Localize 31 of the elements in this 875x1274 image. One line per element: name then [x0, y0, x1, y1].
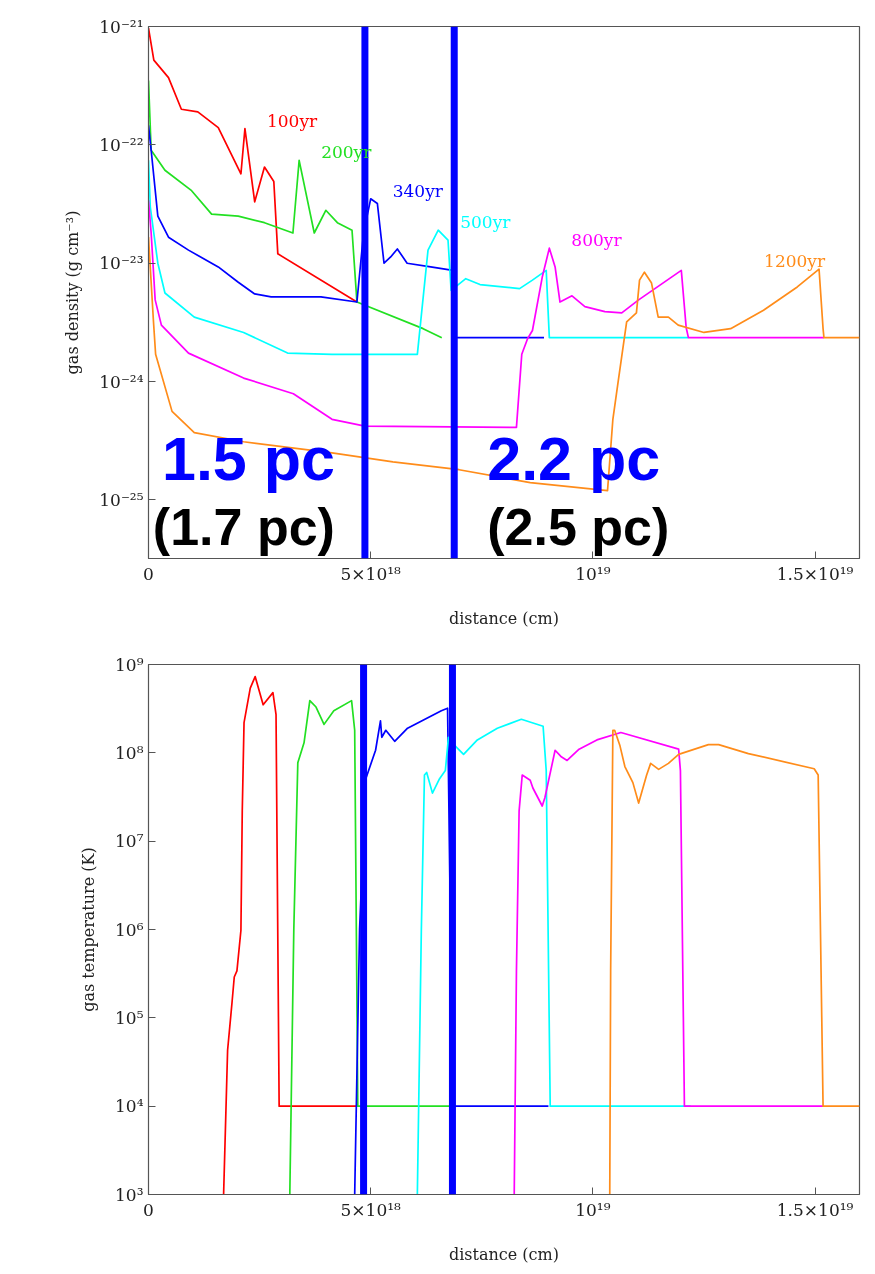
x-axis-title: distance (cm) — [449, 608, 559, 628]
y-axis-title: gas density (g cm⁻³) — [63, 210, 83, 375]
series-label: 800yr — [571, 230, 623, 251]
y-tick-label: 10⁷ — [115, 831, 144, 852]
x-tick-label: 5×10¹⁸ — [340, 1199, 402, 1220]
y-axis-title: gas temperature (K) — [79, 847, 99, 1012]
y-tick-label: 10⁻²² — [99, 134, 144, 155]
x-tick-label: 0 — [143, 1199, 154, 1220]
x-tick-label: 0 — [143, 563, 154, 584]
y-tick-label: 10⁵ — [115, 1007, 144, 1028]
y-tick-label: 10³ — [115, 1184, 144, 1205]
series-label: 100yr — [266, 110, 318, 131]
y-tick-label: 10⁻²⁵ — [99, 489, 144, 510]
y-tick-label: 10⁴ — [115, 1096, 144, 1117]
y-tick-label: 10⁶ — [115, 919, 144, 940]
series-label: 500yr — [460, 212, 512, 233]
x-tick-label: 5×10¹⁸ — [340, 563, 402, 584]
series-label: 340yr — [392, 180, 444, 201]
annotation: (1.7 pc) — [152, 497, 335, 556]
x-tick-label: 10¹⁹ — [575, 563, 611, 584]
y-tick-label: 10⁻²³ — [99, 253, 144, 274]
x-tick-label: 10¹⁹ — [575, 1199, 611, 1220]
y-tick-label: 10⁻²¹ — [99, 16, 144, 37]
y-tick-label: 10⁸ — [115, 742, 144, 763]
x-axis-title: distance (cm) — [449, 1244, 559, 1264]
y-tick-label: 10⁻²⁴ — [99, 371, 144, 392]
x-tick-label: 1.5×10¹⁹ — [776, 563, 854, 584]
annotation: (2.5 pc) — [487, 497, 670, 556]
y-tick-label: 10⁹ — [115, 654, 144, 675]
series-label: 1200yr — [764, 251, 826, 272]
x-tick-label: 1.5×10¹⁹ — [776, 1199, 854, 1220]
